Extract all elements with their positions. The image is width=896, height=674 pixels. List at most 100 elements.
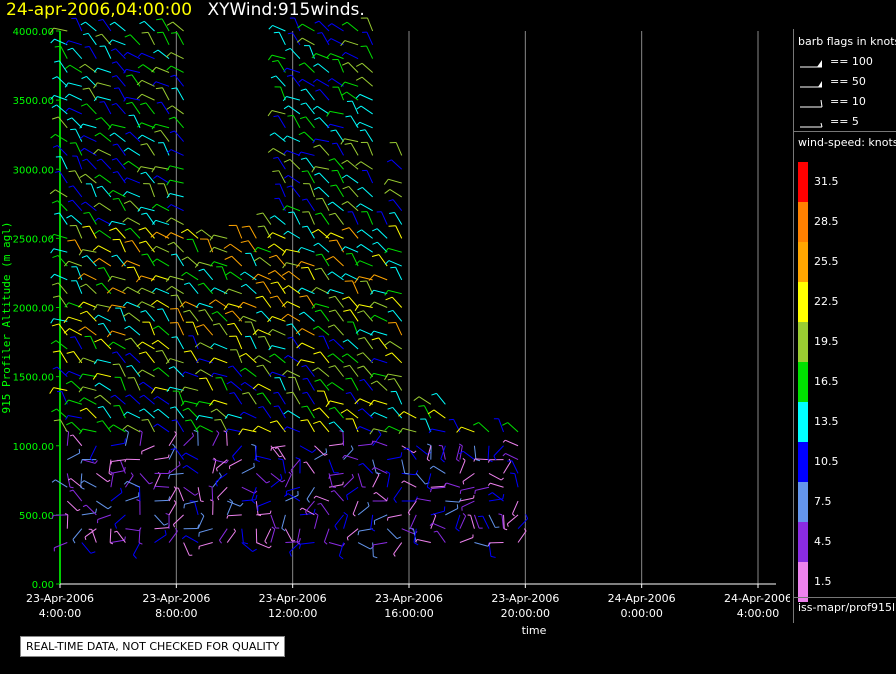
wind-barb <box>139 473 150 485</box>
wind-barb <box>87 33 97 46</box>
wind-barb <box>514 473 519 488</box>
wind-barb <box>200 369 213 378</box>
wind-barb-flag <box>255 281 264 284</box>
wind-barb-flag <box>166 285 172 291</box>
x-tick-label-date: 24-Apr-2006 <box>724 592 790 605</box>
wind-barb <box>346 486 359 496</box>
wind-barb <box>58 60 68 73</box>
wind-barb-flag <box>199 377 207 380</box>
wind-barb <box>388 178 402 184</box>
wind-barb <box>302 507 315 516</box>
wind-barb <box>199 528 213 533</box>
wind-barb <box>157 408 170 419</box>
wind-barb-flag <box>313 508 316 514</box>
wind-barb <box>83 357 97 364</box>
wind-barb <box>189 309 199 322</box>
wind-barb-flag <box>302 377 308 380</box>
wind-barb <box>363 310 374 322</box>
wind-barb <box>99 132 112 142</box>
wind-barb <box>72 489 83 502</box>
wind-barb-flag <box>84 46 90 48</box>
wind-barb-flag <box>172 524 176 528</box>
wind-barb-flag <box>171 31 178 34</box>
wind-barb <box>110 539 125 544</box>
wind-barb-flag <box>138 227 146 231</box>
wind-barb <box>232 365 243 377</box>
wind-barb-flag <box>108 341 114 347</box>
wind-barb-flag <box>371 440 375 445</box>
wind-barb-flag <box>283 158 291 163</box>
wind-barb-flag <box>475 459 481 462</box>
wind-barb-flag <box>455 527 460 532</box>
wind-barb-flag <box>270 447 273 451</box>
wind-barb <box>321 253 330 267</box>
wind-barb <box>219 323 228 336</box>
wind-barb-flag <box>94 132 101 137</box>
wind-barb-flag <box>384 260 390 265</box>
wind-barb-flag <box>107 479 111 483</box>
wind-barb <box>364 129 374 142</box>
wind-barb-flag <box>112 143 118 146</box>
wind-barb <box>141 122 155 129</box>
wind-barb-flag <box>356 229 362 234</box>
wind-barb <box>366 211 374 225</box>
wind-barb-flag <box>152 367 159 372</box>
barb-flag-icon <box>800 60 822 68</box>
wind-barb <box>108 459 112 474</box>
wind-barb-flag <box>51 408 57 413</box>
wind-barb <box>74 170 83 184</box>
wind-barb <box>162 308 170 322</box>
wind-barb-flag <box>80 459 83 464</box>
wind-barb-flag <box>226 515 229 519</box>
wind-barb-flag <box>283 150 288 155</box>
wind-barb <box>333 421 344 433</box>
wind-barb <box>257 246 272 253</box>
wind-barb-flag <box>341 201 348 206</box>
wind-barb <box>154 527 169 530</box>
wind-barb-flag <box>52 350 61 353</box>
wind-barb <box>328 459 335 473</box>
barb-legend-title: barb flags in knots <box>798 35 896 48</box>
wind-barb <box>228 413 242 419</box>
wind-barb-flag <box>342 62 349 66</box>
wind-barb-flag <box>510 472 515 475</box>
wind-barb <box>277 157 286 170</box>
wind-barb <box>155 275 170 281</box>
wind-barb-flag <box>313 242 319 247</box>
wind-barb-flag <box>195 229 202 234</box>
wind-barb <box>301 342 315 350</box>
wind-barb <box>292 32 301 46</box>
wind-barb <box>257 329 272 336</box>
wind-barb <box>53 514 68 516</box>
wind-barb <box>184 500 199 505</box>
wind-barb <box>198 415 213 419</box>
wind-barb-flag <box>298 131 305 136</box>
wind-barb <box>300 151 315 156</box>
wind-barb-flag <box>358 462 364 466</box>
wind-barb <box>284 528 293 542</box>
wind-barb-flag <box>108 424 114 430</box>
wind-barb <box>306 295 315 308</box>
wind-barb-flag <box>313 351 321 355</box>
wind-barb <box>125 496 139 502</box>
speed-color-swatch <box>798 282 808 322</box>
wind-barb <box>418 396 432 405</box>
wind-barb <box>272 24 286 32</box>
wind-barb-flag <box>359 378 365 382</box>
wind-barb-flag <box>169 406 176 409</box>
wind-barb-flag <box>273 405 279 408</box>
wind-barb <box>316 287 330 295</box>
wind-barb-flag <box>273 115 279 118</box>
wind-barb <box>255 473 267 484</box>
wind-barb <box>345 273 359 281</box>
wind-barb <box>359 329 373 336</box>
wind-barb-flag <box>170 74 176 78</box>
wind-barb-flag <box>267 329 273 335</box>
wind-barb <box>139 431 143 446</box>
wind-barb-flag <box>156 18 163 21</box>
wind-barb-flag <box>330 490 335 493</box>
wind-barb-flag <box>136 287 143 294</box>
wind-barb <box>294 17 301 32</box>
wind-barb-flag <box>339 430 344 433</box>
wind-barb <box>129 352 141 364</box>
